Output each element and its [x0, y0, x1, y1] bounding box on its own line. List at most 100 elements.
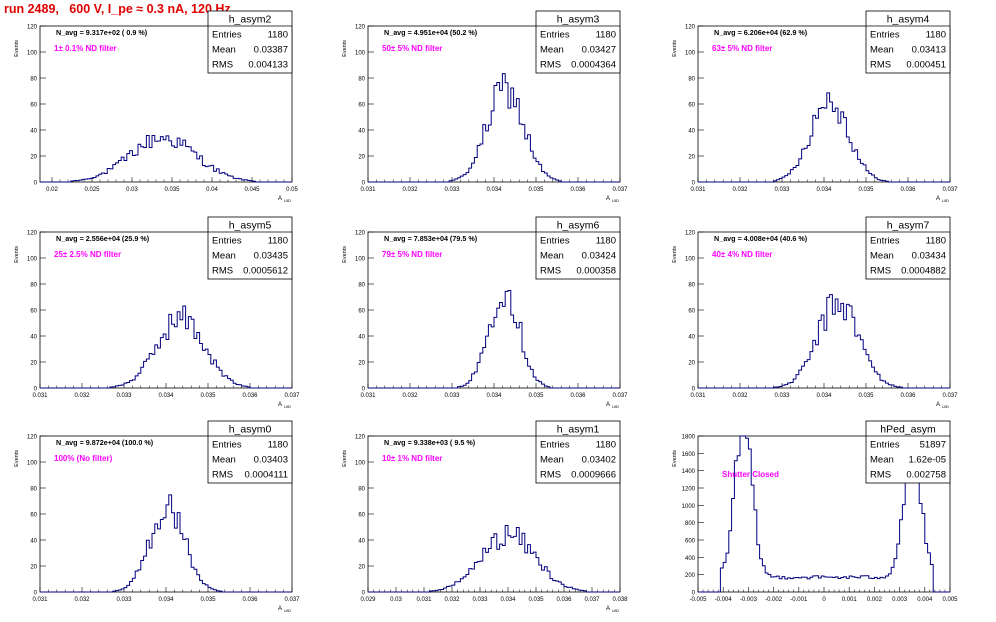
- stats-box: [207, 10, 293, 74]
- y-tick-label: 800: [685, 521, 696, 527]
- y-tick-label: 0: [34, 181, 38, 187]
- y-tick-label: 0: [362, 591, 366, 597]
- histogram-name: h_asym3: [557, 14, 600, 26]
- stats-box: [535, 10, 621, 74]
- navg-text: N_avg = 9.338e+03 ( 9.5 %): [384, 438, 476, 447]
- x-tick-label: 0.035: [858, 187, 874, 193]
- y-tick-label: 1200: [682, 487, 696, 493]
- filter-text: 100% (No filter): [54, 454, 113, 463]
- stat-value: 0.000451: [906, 60, 946, 71]
- x-tick-label: 0.03: [126, 187, 138, 193]
- y-tick-label: 60: [358, 513, 365, 519]
- stat-label: Mean: [870, 455, 894, 466]
- stat-label: RMS: [870, 266, 891, 277]
- stat-label: RMS: [212, 470, 233, 481]
- histogram-line: [40, 135, 292, 183]
- x-tick-label: 0.033: [116, 597, 132, 603]
- y-tick-label: 1400: [682, 469, 696, 475]
- stats-box: [865, 10, 951, 74]
- histogram-name: hPed_asym: [880, 424, 936, 436]
- y-tick-label: 60: [30, 103, 37, 109]
- filter-text: 50± 5% ND filter: [382, 44, 442, 53]
- stat-value: 1180: [268, 30, 288, 41]
- y-tick-label: 20: [688, 361, 695, 367]
- y-tick-label: 120: [27, 231, 38, 237]
- stat-value: 0.0004111: [245, 470, 289, 481]
- stat-label: RMS: [870, 60, 891, 71]
- stat-label: Entries: [540, 440, 570, 451]
- x-tick-label: 0.025: [84, 187, 100, 193]
- x-tick-label: -0.001: [790, 597, 808, 603]
- histogram-name: h_asym2: [229, 14, 272, 26]
- x-tick-label: 0.033: [774, 393, 790, 399]
- y-tick-label: 20: [358, 155, 365, 161]
- x-tick-label: -0.005: [689, 597, 707, 603]
- stat-label: Entries: [540, 30, 570, 41]
- y-tick-label: 80: [358, 283, 365, 289]
- x-tick-label: 0.031: [360, 187, 376, 193]
- stat-value: 0.03424: [582, 251, 616, 262]
- x-tick-label: 0.038: [612, 597, 628, 603]
- stats-box: [535, 420, 621, 484]
- histogram-line: [40, 494, 292, 593]
- histogram-name: h_asym5: [229, 220, 272, 232]
- x-tick-label: 0.031: [32, 393, 48, 399]
- x-tick-label: 0.035: [164, 187, 180, 193]
- y-tick-label: 60: [30, 513, 37, 519]
- x-tick-label: 0.034: [816, 187, 832, 193]
- x-axis-label: A UID: [936, 402, 949, 409]
- stat-value: 1180: [268, 440, 288, 451]
- x-tick-label: 0.036: [242, 597, 258, 603]
- stat-value: 0.0009666: [571, 470, 616, 481]
- stat-value: 51897: [920, 440, 946, 451]
- histogram-line: [368, 290, 620, 389]
- stat-label: Entries: [870, 440, 900, 451]
- stat-value: 1180: [268, 236, 288, 247]
- x-tick-label: 0.003: [892, 597, 908, 603]
- x-tick-label: 0.037: [942, 187, 958, 193]
- x-axis-label: A UID: [278, 402, 291, 409]
- y-tick-label: 200: [685, 573, 696, 579]
- x-tick-label: 0.034: [158, 393, 174, 399]
- stat-label: RMS: [540, 266, 561, 277]
- y-tick-label: 0: [34, 591, 38, 597]
- stats-box: [535, 216, 621, 280]
- histogram-line: [698, 435, 950, 593]
- x-tick-label: 0.033: [444, 187, 460, 193]
- y-tick-label: 20: [30, 155, 37, 161]
- stats-box: [207, 420, 293, 484]
- histogram-panel-h_asym7: 0 20 40 60 80 100 120 0.031 0.032 0.033 0.034 0.035…: [672, 216, 958, 409]
- y-tick-label: 40: [358, 335, 365, 341]
- histogram-line: [368, 524, 620, 593]
- x-tick-label: 0.002: [867, 597, 883, 603]
- filter-text: 10± 1% ND filter: [382, 454, 442, 463]
- x-tick-label: 0.035: [858, 393, 874, 399]
- x-tick-label: 0.031: [690, 393, 706, 399]
- stat-label: Entries: [540, 236, 570, 247]
- x-tick-label: 0.05: [286, 187, 298, 193]
- x-tick-label: 0.035: [200, 393, 216, 399]
- x-tick-label: -0.004: [715, 597, 733, 603]
- x-axis-label: A UID: [606, 402, 619, 409]
- x-tick-label: 0.037: [584, 597, 600, 603]
- y-tick-label: 100: [355, 257, 366, 263]
- x-tick-label: 0.036: [900, 187, 916, 193]
- y-tick-label: 100: [355, 51, 366, 57]
- histogram-panel-h_asym5: 0 20 40 60 80 100 120 0.031 0.032 0.033 0.034 0.035…: [14, 216, 300, 409]
- x-tick-label: 0.02: [46, 187, 58, 193]
- x-tick-label: 0.033: [472, 597, 488, 603]
- stat-value: 1180: [596, 440, 616, 451]
- x-tick-label: 0.035: [528, 187, 544, 193]
- y-tick-label: 80: [358, 77, 365, 83]
- y-tick-label: 100: [685, 51, 696, 57]
- stat-value: 0.03434: [912, 251, 946, 262]
- y-axis-label: Events: [14, 450, 20, 467]
- y-tick-label: 40: [688, 129, 695, 135]
- y-tick-label: 100: [355, 461, 366, 467]
- stat-label: Mean: [212, 251, 236, 262]
- x-tick-label: 0.033: [774, 187, 790, 193]
- x-tick-label: 0.036: [242, 393, 258, 399]
- navg-text: N_avg = 4.008e+04 (40.6 %): [714, 234, 808, 243]
- stat-label: Entries: [212, 30, 242, 41]
- y-axis-label: Events: [672, 40, 678, 57]
